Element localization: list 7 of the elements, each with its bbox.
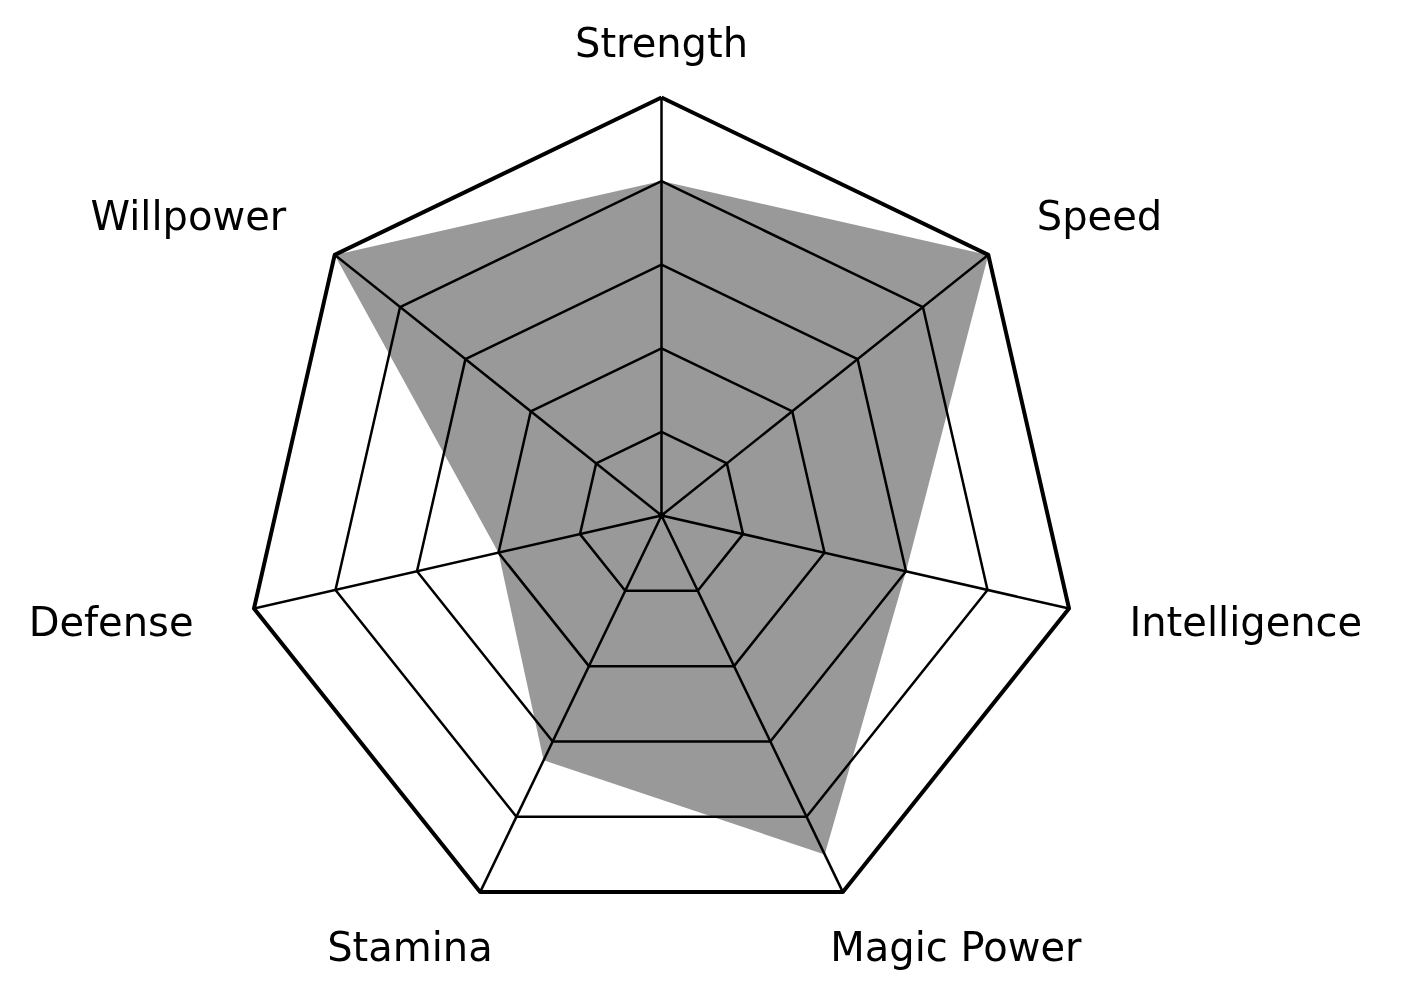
spoke-label: Strength: [574, 19, 749, 66]
spoke-label: Defense: [28, 599, 194, 646]
spoke-label: Speed: [1036, 193, 1163, 240]
spoke-label: Intelligence: [1129, 599, 1363, 646]
spoke-label: Willpower: [90, 193, 287, 240]
spoke-label: Stamina: [327, 924, 493, 971]
spoke-label: Magic Power: [830, 924, 1083, 971]
